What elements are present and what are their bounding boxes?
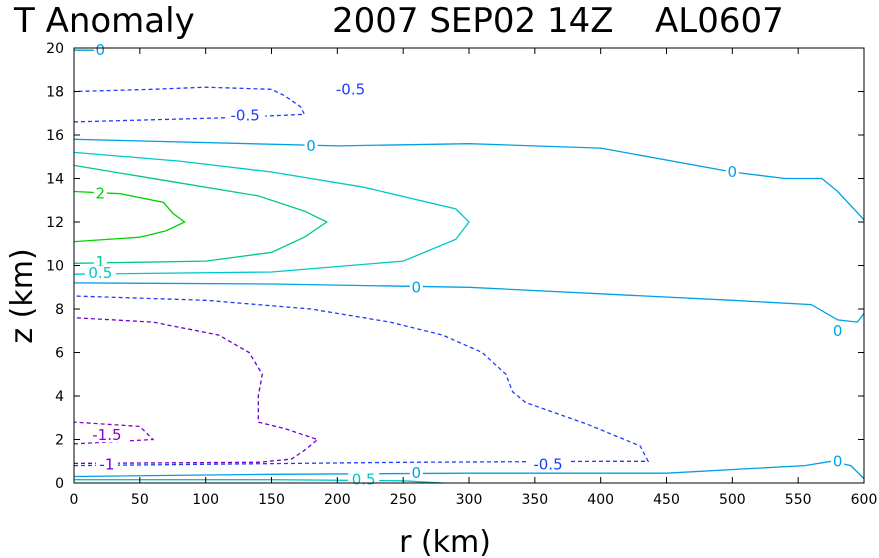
x-tick-label: 550 bbox=[785, 492, 812, 508]
contour-label: -1.5 bbox=[92, 426, 121, 444]
contour-label-background bbox=[93, 186, 107, 201]
y-tick-label: 14 bbox=[46, 172, 64, 188]
chart-storm-id: AL0607 bbox=[655, 1, 784, 41]
contour-line bbox=[73, 138, 865, 221]
contour-line bbox=[73, 295, 650, 467]
contour-label: 0 bbox=[728, 163, 738, 181]
y-tick-label: 20 bbox=[46, 41, 64, 57]
contour-label-background bbox=[304, 138, 318, 153]
contour-label-background bbox=[831, 323, 845, 338]
contour-label: 0 bbox=[833, 452, 843, 470]
contour-label-background bbox=[93, 43, 107, 58]
contour-label: 0 bbox=[96, 41, 106, 59]
contour-label: 0 bbox=[412, 464, 422, 482]
chart-title: T Anomaly bbox=[13, 1, 195, 41]
x-tick-label: 200 bbox=[324, 492, 351, 508]
y-tick-label: 6 bbox=[55, 346, 64, 362]
x-tick-label: 400 bbox=[587, 492, 614, 508]
contour-label: -0.5 bbox=[336, 80, 365, 98]
plot-frame bbox=[73, 47, 865, 484]
contour-label-background bbox=[409, 280, 423, 295]
contour-label-background bbox=[725, 164, 739, 179]
contour-label-background bbox=[93, 255, 107, 270]
y-tick-label: 0 bbox=[55, 476, 64, 492]
contour-line bbox=[73, 190, 186, 243]
x-axis-ticks: 0 50 100 150 200 250 300 350 400 450 500 550 600 bbox=[70, 48, 878, 508]
x-axis-label: r (km) bbox=[399, 525, 491, 558]
y-tick-label: 10 bbox=[46, 259, 64, 275]
contour-label-background bbox=[95, 457, 118, 472]
x-tick-label: 300 bbox=[456, 492, 483, 508]
contour-line bbox=[73, 282, 865, 323]
contour-label: -0.5 bbox=[533, 456, 562, 474]
y-tick-label: 18 bbox=[46, 85, 64, 101]
contour-label: 0 bbox=[833, 322, 843, 340]
x-tick-label: 250 bbox=[390, 492, 417, 508]
contour-label-background bbox=[831, 454, 845, 469]
contour-label: 2 bbox=[96, 185, 106, 203]
x-tick-label: 500 bbox=[719, 492, 746, 508]
contour-label-background bbox=[86, 428, 127, 443]
contour-line bbox=[73, 317, 319, 465]
contour-label: 0.5 bbox=[352, 471, 376, 489]
contour-label: -0.5 bbox=[231, 106, 260, 124]
contour-label-background bbox=[84, 266, 116, 281]
x-tick-label: 150 bbox=[258, 492, 285, 508]
contour-label-background bbox=[528, 457, 568, 472]
contour-line bbox=[73, 460, 865, 480]
contour-label: 0 bbox=[306, 137, 316, 155]
chart-datetime: 2007 SEP02 14Z bbox=[332, 1, 614, 41]
contour-label: 1 bbox=[96, 253, 106, 271]
contour-label-background bbox=[330, 82, 371, 97]
x-tick-label: 50 bbox=[131, 492, 149, 508]
contour-line bbox=[73, 164, 329, 264]
contour-label: -1 bbox=[99, 456, 114, 474]
contour-label-background bbox=[409, 466, 423, 481]
x-tick-label: 0 bbox=[70, 492, 79, 508]
x-tick-label: 100 bbox=[192, 492, 219, 508]
x-tick-label: 450 bbox=[653, 492, 680, 508]
y-axis-label: z (km) bbox=[5, 248, 40, 343]
contour-line bbox=[73, 151, 470, 275]
y-tick-label: 8 bbox=[55, 302, 64, 318]
contour-label-background bbox=[225, 108, 266, 123]
contour-line bbox=[73, 86, 306, 123]
y-tick-label: 12 bbox=[46, 215, 64, 231]
x-tick-label: 350 bbox=[521, 492, 548, 508]
y-tick-label: 2 bbox=[55, 433, 64, 449]
contour-lines bbox=[73, 47, 865, 484]
contour-label: 0.5 bbox=[88, 264, 112, 282]
x-tick-label: 600 bbox=[851, 492, 878, 508]
contour-label: 0 bbox=[412, 278, 422, 296]
y-tick-label: 4 bbox=[55, 389, 64, 405]
y-tick-label: 16 bbox=[46, 128, 64, 144]
